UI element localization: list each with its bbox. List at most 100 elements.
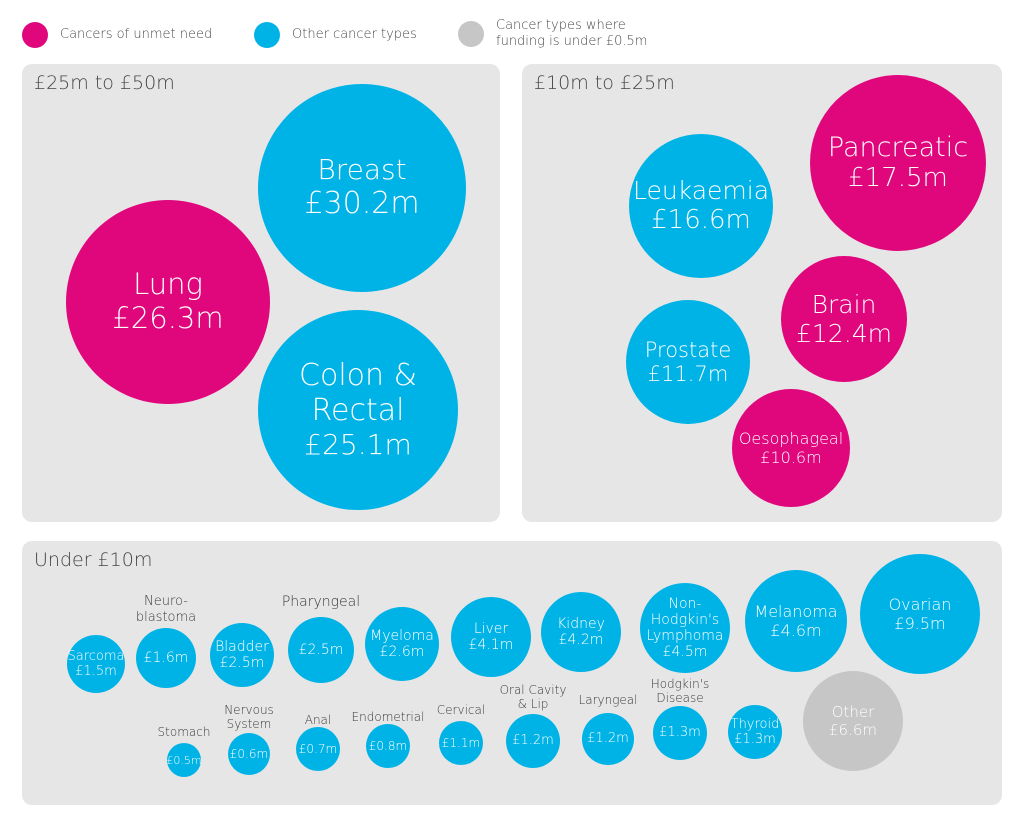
bubble-prostate: Prostate £11.7m [626,300,750,424]
legend-label-under: Cancer types where funding is under £0.5… [496,18,648,49]
legend-item-unmet: Cancers of unmet need [22,22,212,48]
bubble-breast: Breast £30.2m [258,84,466,292]
bubble-nervous-system: £0.6m [228,733,270,775]
bubble-name-label: Kidney [557,615,605,632]
panel-under-10m: Under £10m Sarcoma £1.5m Neuro- blastoma £1… [22,541,1002,805]
bubble-name-label: Non- Hodgkin's Lymphoma [646,595,724,644]
bubble-ovarian: Ovarian £9.5m [860,554,980,674]
legend-item-other: Other cancer types [254,22,417,48]
bubble-outer-name-label: Hodgkin's Disease [650,677,710,705]
bubble-outer-name-label: Pharyngeal [281,594,361,610]
bubble-cervical: £1.1m [439,721,483,765]
bubble-outer-name-label: Neuro- blastoma [135,594,197,625]
bubble-colon-rectal: Colon & Rectal £25.1m [258,310,458,510]
bubble-melanoma: Melanoma £4.6m [745,570,847,672]
bubble-value-label: £0.5m [166,753,202,767]
bubble-name-label: Other [831,702,875,721]
bubble-name-label: Breast [317,153,407,186]
bubble-value-label: £25.1m [304,428,412,461]
bubble-value-label: £0.6m [229,747,269,761]
legend-swatch-unmet [22,22,48,48]
bubble-value-label: £1.1m [441,736,481,750]
bubble-outer-name-label: Laryngeal [578,693,638,707]
bubble-other: Other £6.6m [803,671,903,771]
bubble-name-label: Leukaemia [632,176,770,205]
bubble-pancreatic: Pancreatic £17.5m [810,75,986,251]
bubble-name-label: Lung [133,267,203,301]
bubble-laryngeal: £1.2m [582,713,634,765]
bubble-name-label: Oesophageal [738,428,844,448]
bubble-outer-name-label: Endometrial [351,710,425,724]
bubble-value-label: £1.3m [659,725,701,740]
bubble-lung: Lung £26.3m [66,200,270,404]
panel-title: £25m to £50m [34,72,175,94]
legend-swatch-under [458,21,484,47]
bubble-value-label: £4.5m [662,643,708,660]
bubble-name-label: Ovarian [888,594,952,614]
panel-10m-to-25m: £10m to £25m Pancreatic £17.5m Leukaemia £1… [522,64,1002,522]
bubble-value-label: £4.2m [558,631,604,648]
bubble-value-label: £0.8m [368,739,408,753]
panel-25m-to-50m: £25m to £50m Breast £30.2m Lung £26.3m Colon… [22,64,500,522]
bubble-value-label: £2.6m [379,643,425,660]
bubble-value-label: £16.6m [651,205,751,235]
bubble-value-label: £1.2m [587,731,629,746]
panel-title: Under £10m [34,549,153,571]
bubble-value-label: £12.4m [796,318,892,348]
bubble-stomach: £0.5m [166,743,202,777]
bubble-name-label: Bladder [215,638,269,655]
bubble-outer-name-label: Anal [304,713,332,727]
bubble-value-label: £1.3m [734,731,776,747]
bubble-value-label: £2.5m [219,654,265,671]
bubble-sarcoma: Sarcoma £1.5m [67,635,125,693]
bubble-value-label: £17.5m [848,163,948,193]
bubble-endometrial: £0.8m [366,724,410,768]
bubble-neuro-blastoma: £1.6m [136,628,196,688]
bubble-non-hodgkin-s-lymphoma: Non- Hodgkin's Lymphoma £4.5m [640,583,730,673]
bubble-value-label: £4.1m [468,636,514,653]
panel-title: £10m to £25m [534,72,675,94]
bubble-value-label: £9.5m [894,613,946,633]
bubble-name-label: Myeloma [370,627,434,644]
legend-swatch-other [254,22,280,48]
bubble-name-label: Brain [811,289,877,319]
legend-label-unmet: Cancers of unmet need [60,27,213,42]
bubble-bladder: Bladder £2.5m [210,623,274,687]
bubble-oesophageal: Oesophageal £10.6m [732,389,850,507]
bubble-leukaemia: Leukaemia £16.6m [629,134,773,278]
bubble-name-label: Colon & Rectal [299,358,417,428]
bubble-pharyngeal: £2.5m [288,617,354,683]
bubble-value-label: £6.6m [828,720,877,739]
bubble-myeloma: Myeloma £2.6m [365,607,439,681]
bubble-brain: Brain £12.4m [781,256,907,382]
bubble-name-label: Sarcoma [67,648,125,664]
bubble-outer-name-label: Oral Cavity & Lip [499,683,567,711]
bubble-anal: £0.7m [296,727,340,771]
bubble-value-label: £10.6m [760,447,822,467]
bubble-liver: Liver £4.1m [451,597,531,677]
legend-label-other: Other cancer types [292,27,417,42]
bubble-name-label: Thyroid [730,716,780,732]
legend-item-under: Cancer types where funding is under £0.5… [458,18,647,50]
bubble-hodgkin-s-disease: £1.3m [653,706,707,760]
bubble-name-label: Melanoma [754,601,838,621]
bubble-value-label: £26.3m [112,301,224,335]
bubble-value-label: £2.5m [298,641,344,658]
bubble-value-label: £4.6m [770,620,822,640]
bubble-value-label: £0.7m [298,742,338,756]
bubble-outer-name-label: Nervous System [224,703,274,731]
bubble-name-label: Prostate [644,337,732,362]
bubble-oral-cavity-lip: £1.2m [506,714,560,768]
bubble-outer-name-label: Stomach [157,725,211,739]
bubble-thyroid: Thyroid £1.3m [728,705,782,759]
bubble-name-label: Liver [473,620,509,637]
bubble-value-label: £1.5m [75,663,117,679]
bubble-value-label: £30.2m [304,186,420,221]
bubble-kidney: Kidney £4.2m [541,592,621,672]
legend: Cancers of unmet need Other cancer types… [0,0,1024,60]
bubble-outer-name-label: Cervical [436,703,486,717]
bubble-value-label: £11.7m [647,361,729,386]
bubble-name-label: Pancreatic [827,132,969,163]
bubble-value-label: £1.2m [512,733,554,748]
bubble-value-label: £1.6m [143,649,189,666]
